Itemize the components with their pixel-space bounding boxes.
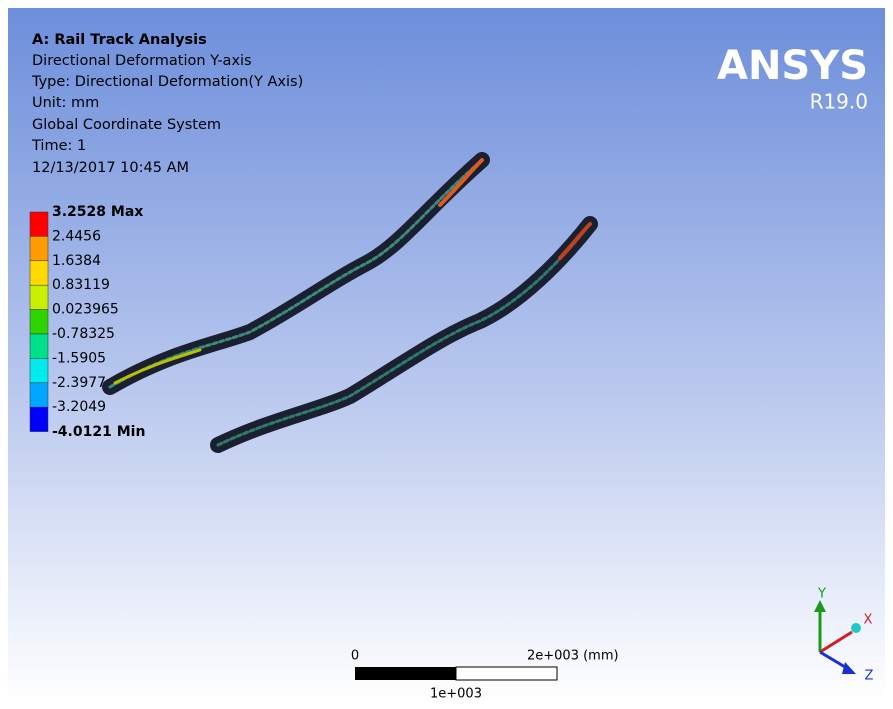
scale-bar-light	[456, 667, 557, 680]
header-line: Global Coordinate System	[32, 117, 221, 133]
header-line: Type: Directional Deformation(Y Axis)	[31, 74, 303, 90]
header-line: Directional Deformation Y-axis	[32, 53, 252, 69]
background	[8, 8, 885, 701]
scale-start: 0	[351, 649, 359, 664]
legend-swatch	[30, 358, 48, 382]
legend-label: -3.2049	[52, 399, 106, 415]
legend-max: 3.2528 Max	[52, 204, 143, 220]
legend	[30, 212, 48, 432]
header-line: 12/13/2017 10:45 AM	[32, 160, 189, 176]
legend-label: -1.5905	[52, 350, 106, 366]
legend-swatch	[30, 285, 48, 309]
legend-label: -2.3977	[52, 375, 106, 391]
header-line: Time: 1	[31, 138, 86, 154]
legend-label: 0.023965	[52, 302, 119, 318]
legend-swatch	[30, 261, 48, 285]
scale-middle: 1e+003	[430, 687, 482, 702]
logo-version: R19.0	[810, 90, 868, 114]
viewport-frame: A: Rail Track Analysis Directional Defor…	[0, 0, 893, 709]
legend-label: 0.83119	[52, 277, 110, 293]
scale-bar-dark	[355, 667, 456, 680]
logo-brand: ANSYS	[717, 43, 868, 89]
legend-label: 2.4456	[52, 228, 101, 244]
analysis-title: A: Rail Track Analysis	[32, 32, 207, 48]
triad-ball	[851, 623, 861, 633]
triad-y-label: Y	[817, 587, 826, 602]
legend-label: 1.6384	[52, 253, 101, 269]
legend-swatch	[30, 236, 48, 260]
triad-z-label: Z	[865, 669, 874, 684]
legend-swatch	[30, 407, 48, 431]
legend-swatch	[30, 334, 48, 358]
header-line: Unit: mm	[32, 95, 99, 111]
graphics-view: A: Rail Track Analysis Directional Defor…	[0, 0, 893, 709]
legend-swatch	[30, 310, 48, 334]
legend-swatch	[30, 212, 48, 236]
legend-min: -4.0121 Min	[52, 424, 145, 440]
legend-label: -0.78325	[52, 326, 115, 342]
legend-swatch	[30, 383, 48, 407]
triad-x-label: X	[864, 613, 873, 628]
scale-end: 2e+003 (mm)	[527, 649, 619, 664]
